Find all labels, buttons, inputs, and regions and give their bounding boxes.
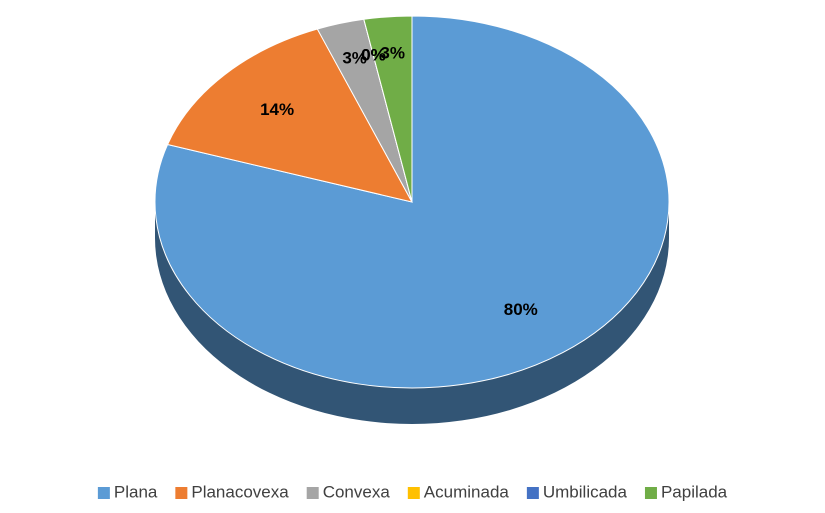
- legend-label: Plana: [114, 482, 158, 501]
- legend-swatch: [175, 487, 188, 499]
- pie-sides: [155, 202, 669, 424]
- pie-slice: [166, 28, 413, 203]
- legend-swatch: [644, 487, 657, 499]
- legend-item: Papilada: [644, 482, 728, 501]
- legend-item: Planacovexa: [175, 482, 289, 501]
- data-label: 14%: [260, 100, 294, 119]
- data-labels: 80%14%3%0%0%3%: [260, 43, 538, 318]
- pie-slice: [154, 15, 670, 389]
- legend: Plana Planacovexa Convexa Acuminada Umbilica…: [97, 482, 728, 501]
- legend-swatch: [526, 487, 539, 499]
- legend-item: Plana: [97, 482, 158, 501]
- data-label: 3%: [342, 49, 367, 68]
- legend-swatch: [306, 487, 319, 499]
- legend-swatch: [407, 487, 420, 499]
- data-label: 0%: [361, 45, 386, 64]
- data-label: 3%: [380, 43, 405, 62]
- pie-slice: [363, 15, 413, 203]
- data-label: 80%: [504, 300, 538, 319]
- legend-item: Umbilicada: [526, 482, 628, 501]
- legend-label: Umbilicada: [543, 482, 628, 501]
- pie-top: [154, 15, 670, 389]
- legend-label: Convexa: [323, 482, 391, 501]
- legend-label: Planacovexa: [191, 482, 289, 501]
- data-label: 0%: [361, 45, 386, 64]
- legend-label: Acuminada: [424, 482, 510, 501]
- legend-swatch: [97, 487, 110, 499]
- legend-label: Papilada: [661, 482, 728, 501]
- pie-side: [155, 202, 669, 424]
- legend-item: Convexa: [306, 482, 391, 501]
- legend-item: Acuminada: [407, 482, 510, 501]
